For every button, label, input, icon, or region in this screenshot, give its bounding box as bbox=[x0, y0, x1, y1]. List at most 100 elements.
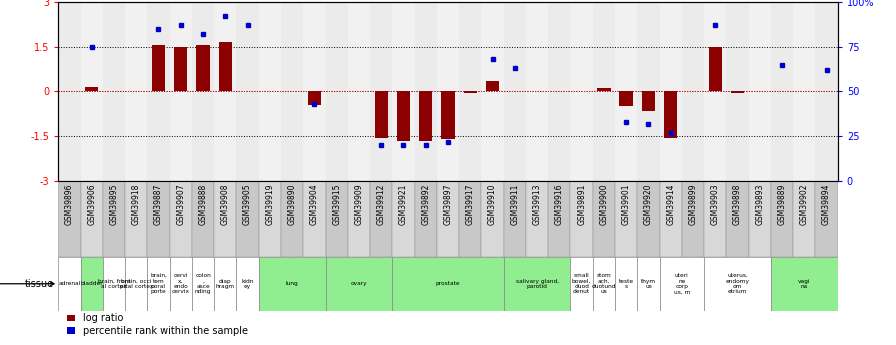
Bar bbox=[486, 81, 499, 91]
Bar bbox=[793, 2, 815, 181]
Bar bbox=[749, 2, 771, 181]
Bar bbox=[615, 2, 637, 181]
Bar bbox=[619, 91, 633, 106]
Bar bbox=[392, 257, 504, 310]
Bar bbox=[704, 257, 771, 310]
Bar bbox=[593, 181, 615, 257]
Bar bbox=[815, 181, 838, 257]
Bar bbox=[325, 181, 348, 257]
Bar bbox=[771, 181, 793, 257]
Text: adrenal: adrenal bbox=[58, 281, 81, 286]
Text: teste
s: teste s bbox=[618, 278, 633, 289]
Bar bbox=[598, 88, 610, 91]
Text: lung: lung bbox=[286, 281, 298, 286]
Bar bbox=[437, 181, 459, 257]
Bar bbox=[749, 181, 771, 257]
Text: GSM39908: GSM39908 bbox=[220, 184, 229, 225]
Bar bbox=[237, 181, 259, 257]
Bar bbox=[325, 2, 348, 181]
Bar bbox=[58, 2, 81, 181]
Bar bbox=[659, 181, 682, 257]
Text: GSM39897: GSM39897 bbox=[444, 184, 452, 225]
Bar bbox=[793, 181, 815, 257]
Text: GSM39921: GSM39921 bbox=[399, 184, 408, 225]
Bar bbox=[459, 2, 481, 181]
Bar bbox=[169, 2, 192, 181]
Bar bbox=[147, 2, 169, 181]
Text: vagi
na: vagi na bbox=[798, 278, 811, 289]
Bar bbox=[281, 181, 303, 257]
Text: GSM39903: GSM39903 bbox=[711, 184, 719, 225]
Bar bbox=[214, 2, 237, 181]
Text: GSM39894: GSM39894 bbox=[823, 184, 831, 225]
Bar bbox=[593, 2, 615, 181]
Text: GSM39916: GSM39916 bbox=[555, 184, 564, 225]
Bar bbox=[731, 91, 745, 93]
Text: GSM39901: GSM39901 bbox=[622, 184, 631, 225]
Bar bbox=[214, 257, 237, 310]
Bar bbox=[664, 91, 677, 138]
Bar bbox=[771, 257, 838, 310]
Bar bbox=[81, 257, 103, 310]
Text: GSM39898: GSM39898 bbox=[733, 184, 742, 225]
Text: GSM39892: GSM39892 bbox=[421, 184, 430, 225]
Text: GSM39913: GSM39913 bbox=[532, 184, 541, 225]
Text: GSM39915: GSM39915 bbox=[332, 184, 341, 225]
Bar bbox=[727, 2, 749, 181]
Bar bbox=[815, 2, 838, 181]
Bar bbox=[593, 257, 615, 310]
Bar bbox=[481, 2, 504, 181]
Bar bbox=[237, 2, 259, 181]
Text: brain, occi
pital cortex: brain, occi pital cortex bbox=[119, 278, 153, 289]
Text: colon
,
asce
nding: colon , asce nding bbox=[194, 273, 211, 294]
Bar bbox=[174, 47, 187, 91]
Text: GSM39900: GSM39900 bbox=[599, 184, 608, 225]
Bar bbox=[463, 91, 477, 93]
Bar bbox=[504, 181, 526, 257]
Text: diap
hragm: diap hragm bbox=[216, 278, 235, 289]
Bar bbox=[504, 2, 526, 181]
Bar bbox=[727, 181, 749, 257]
Bar bbox=[637, 181, 659, 257]
Bar bbox=[103, 2, 125, 181]
Bar bbox=[151, 45, 165, 91]
Bar bbox=[375, 91, 388, 138]
Bar bbox=[192, 181, 214, 257]
Legend: log ratio, percentile rank within the sample: log ratio, percentile rank within the sa… bbox=[63, 309, 252, 340]
Bar bbox=[58, 181, 81, 257]
Bar bbox=[281, 2, 303, 181]
Bar bbox=[637, 2, 659, 181]
Bar bbox=[370, 2, 392, 181]
Bar bbox=[415, 2, 437, 181]
Text: cervi
x,
endo
cervix: cervi x, endo cervix bbox=[172, 273, 190, 294]
Bar bbox=[259, 257, 325, 310]
Bar bbox=[169, 181, 192, 257]
Text: GSM39909: GSM39909 bbox=[355, 184, 364, 225]
Text: kidn
ey: kidn ey bbox=[241, 278, 254, 289]
Bar bbox=[103, 257, 125, 310]
Bar bbox=[682, 181, 704, 257]
Bar bbox=[526, 181, 548, 257]
Text: GSM39919: GSM39919 bbox=[265, 184, 274, 225]
Bar bbox=[442, 91, 454, 139]
Bar bbox=[370, 181, 392, 257]
Bar bbox=[307, 91, 321, 105]
Text: GSM39917: GSM39917 bbox=[466, 184, 475, 225]
Text: GSM39890: GSM39890 bbox=[288, 184, 297, 225]
Text: brain,
tem
poral
porte: brain, tem poral porte bbox=[150, 273, 167, 294]
Bar bbox=[81, 181, 103, 257]
Bar bbox=[125, 2, 147, 181]
Bar bbox=[682, 2, 704, 181]
Bar bbox=[659, 257, 704, 310]
Text: GSM39910: GSM39910 bbox=[488, 184, 497, 225]
Bar bbox=[147, 257, 169, 310]
Text: GSM39905: GSM39905 bbox=[243, 184, 252, 225]
Text: GSM39893: GSM39893 bbox=[755, 184, 764, 225]
Text: brain, front
al cortex: brain, front al cortex bbox=[98, 278, 130, 289]
Bar bbox=[548, 2, 571, 181]
Text: uteri
ne
corp
us, m: uteri ne corp us, m bbox=[674, 273, 690, 294]
Bar bbox=[548, 181, 571, 257]
Text: GSM39891: GSM39891 bbox=[577, 184, 586, 225]
Bar bbox=[526, 2, 548, 181]
Bar bbox=[415, 181, 437, 257]
